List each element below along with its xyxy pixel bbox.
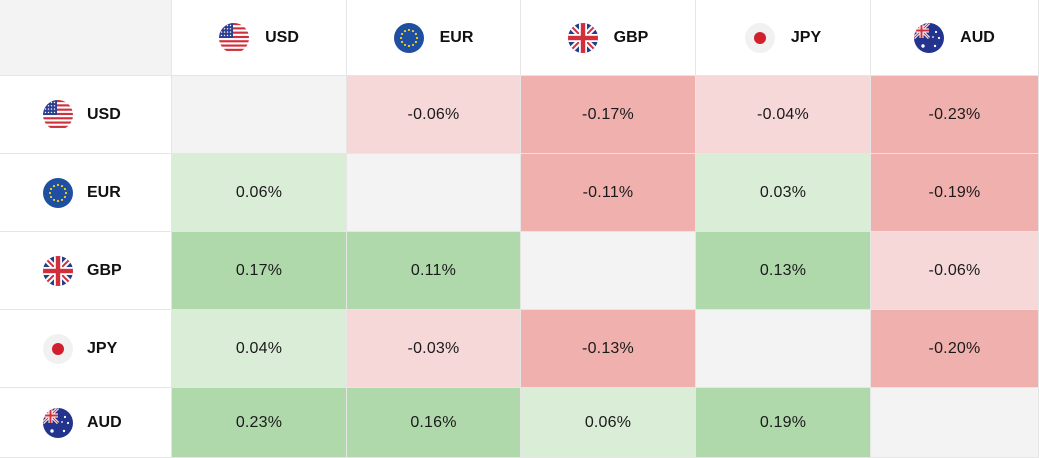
row-header-label: EUR (87, 183, 121, 201)
heatmap-cell-eur-eur (347, 154, 521, 232)
heatmap-cell-value: -0.06% (928, 261, 981, 279)
heatmap-cell-value: 0.16% (410, 413, 457, 431)
heatmap-cell-value: -0.13% (582, 339, 634, 357)
row-header-eur: EUR (0, 154, 172, 232)
column-header-label: AUD (960, 28, 995, 46)
us-flag-icon (43, 99, 73, 130)
heatmap-cell-value: -0.20% (928, 339, 981, 357)
heatmap-cell-value: 0.23% (235, 413, 283, 431)
corner-cell (0, 0, 172, 76)
heatmap-cell-value: -0.19% (928, 183, 981, 201)
heatmap-cell-gbp-aud: -0.06% (871, 232, 1039, 310)
heatmap-cell-aud-usd: 0.23% (172, 388, 347, 458)
heatmap-cell-value: -0.03% (407, 339, 460, 357)
heatmap-cell-jpy-eur: -0.03% (347, 310, 521, 388)
column-header-label: EUR (439, 28, 474, 46)
heatmap-cell-gbp-gbp (521, 232, 696, 310)
heatmap-cell-aud-gbp: 0.06% (521, 388, 696, 458)
column-header-label: USD (265, 28, 299, 46)
heatmap-cell-gbp-jpy: 0.13% (696, 232, 871, 310)
row-header-jpy: JPY (0, 310, 172, 388)
heatmap-cell-eur-jpy: 0.03% (696, 154, 871, 232)
heatmap-cell-eur-usd: 0.06% (172, 154, 347, 232)
column-header-aud: AUD (871, 0, 1039, 76)
column-header-eur: EUR (347, 0, 521, 76)
australia-flag-icon (914, 22, 945, 53)
eu-flag-icon (43, 177, 73, 208)
eu-flag-icon (393, 22, 424, 53)
heatmap-cell-value: 0.06% (235, 183, 283, 201)
heatmap-cell-eur-aud: -0.19% (871, 154, 1039, 232)
heatmap-cell-usd-jpy: -0.04% (696, 76, 871, 154)
heatmap-cell-value: -0.04% (757, 105, 809, 123)
heatmap-cell-aud-aud (871, 388, 1039, 458)
column-header-label: GBP (613, 28, 649, 46)
heatmap-cell-value: -0.23% (928, 105, 981, 123)
heatmap-cell-jpy-jpy (696, 310, 871, 388)
uk-flag-icon (43, 255, 73, 286)
japan-flag-icon (43, 333, 73, 364)
heatmap-cell-jpy-gbp: -0.13% (521, 310, 696, 388)
us-flag-icon (219, 22, 250, 53)
column-header-usd: USD (172, 0, 347, 76)
heatmap-cell-usd-usd (172, 76, 347, 154)
australia-flag-icon (43, 407, 73, 438)
heatmap-cell-eur-gbp: -0.11% (521, 154, 696, 232)
row-header-label: AUD (87, 413, 122, 431)
heatmap-cell-value: -0.06% (407, 105, 460, 123)
heatmap-cell-value: 0.06% (584, 413, 632, 431)
heatmap-cell-gbp-eur: 0.11% (347, 232, 521, 310)
heatmap-cell-value: 0.19% (759, 413, 807, 431)
row-header-aud: AUD (0, 388, 172, 458)
heatmap-cell-usd-eur: -0.06% (347, 76, 521, 154)
heatmap-cell-value: 0.17% (235, 261, 283, 279)
heatmap-cell-gbp-usd: 0.17% (172, 232, 347, 310)
column-header-label: JPY (790, 28, 822, 46)
heatmap-cell-usd-gbp: -0.17% (521, 76, 696, 154)
column-header-jpy: JPY (696, 0, 871, 76)
row-header-gbp: GBP (0, 232, 172, 310)
heatmap-cell-jpy-aud: -0.20% (871, 310, 1039, 388)
row-header-usd: USD (0, 76, 172, 154)
heatmap-cell-aud-jpy: 0.19% (696, 388, 871, 458)
heatmap-cell-value: 0.03% (759, 183, 807, 201)
heatmap-cell-jpy-usd: 0.04% (172, 310, 347, 388)
heatmap-cell-value: 0.11% (410, 261, 457, 279)
heatmap-cell-value: 0.04% (235, 339, 283, 357)
uk-flag-icon (567, 22, 598, 53)
heatmap-cell-usd-aud: -0.23% (871, 76, 1039, 154)
column-header-gbp: GBP (521, 0, 696, 76)
heatmap-cell-aud-eur: 0.16% (347, 388, 521, 458)
row-header-label: USD (87, 105, 121, 123)
row-header-label: GBP (87, 261, 122, 279)
heatmap-cell-value: -0.11% (582, 183, 634, 201)
heatmap-cell-value: -0.17% (582, 105, 634, 123)
heatmap-cell-value: 0.13% (759, 261, 807, 279)
japan-flag-icon (744, 22, 775, 53)
row-header-label: JPY (87, 339, 118, 357)
